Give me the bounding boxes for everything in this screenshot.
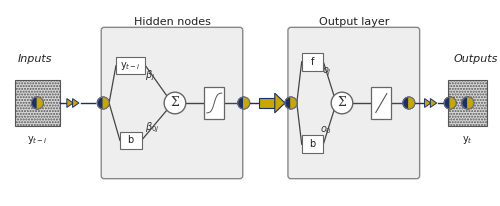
Text: y$_{t-i}$: y$_{t-i}$ <box>120 60 141 72</box>
Text: Output layer: Output layer <box>318 17 389 27</box>
Bar <box>260 98 275 108</box>
Text: Hidden nodes: Hidden nodes <box>134 17 210 27</box>
Text: $o_j$: $o_j$ <box>322 65 332 78</box>
Wedge shape <box>450 98 456 108</box>
Bar <box>448 80 488 126</box>
Text: Σ: Σ <box>170 96 179 110</box>
Circle shape <box>444 97 456 109</box>
Circle shape <box>331 92 353 114</box>
Circle shape <box>238 97 250 109</box>
Bar <box>116 57 146 75</box>
Circle shape <box>403 97 414 109</box>
Bar <box>372 87 391 119</box>
FancyBboxPatch shape <box>101 27 242 179</box>
Circle shape <box>164 92 186 114</box>
FancyBboxPatch shape <box>288 27 420 179</box>
Wedge shape <box>291 98 296 108</box>
Text: Σ: Σ <box>338 96 346 110</box>
Polygon shape <box>67 99 73 107</box>
Wedge shape <box>468 98 473 108</box>
Wedge shape <box>38 98 43 108</box>
Text: $\beta_{0j}$: $\beta_{0j}$ <box>146 120 160 135</box>
Text: b: b <box>310 139 316 149</box>
Wedge shape <box>409 98 414 108</box>
Text: y$_{t-i}$: y$_{t-i}$ <box>27 135 48 146</box>
Polygon shape <box>424 99 431 107</box>
Wedge shape <box>103 98 108 108</box>
Text: $\beta_j$: $\beta_j$ <box>146 68 156 83</box>
Circle shape <box>98 97 109 109</box>
Polygon shape <box>430 99 436 107</box>
Text: Outputs: Outputs <box>454 54 498 64</box>
Text: b: b <box>128 135 134 145</box>
Text: f: f <box>311 57 314 67</box>
Text: $o_0$: $o_0$ <box>320 125 332 136</box>
Bar <box>204 87 224 119</box>
Polygon shape <box>275 93 285 113</box>
Polygon shape <box>72 99 79 107</box>
Bar <box>14 80 60 126</box>
Bar <box>120 131 142 149</box>
Text: y$_{t}$: y$_{t}$ <box>462 135 473 146</box>
Bar <box>302 53 324 71</box>
Bar <box>302 135 324 153</box>
Wedge shape <box>244 98 249 108</box>
Circle shape <box>285 97 297 109</box>
Text: Inputs: Inputs <box>18 54 52 64</box>
Circle shape <box>462 97 473 109</box>
Circle shape <box>32 97 43 109</box>
